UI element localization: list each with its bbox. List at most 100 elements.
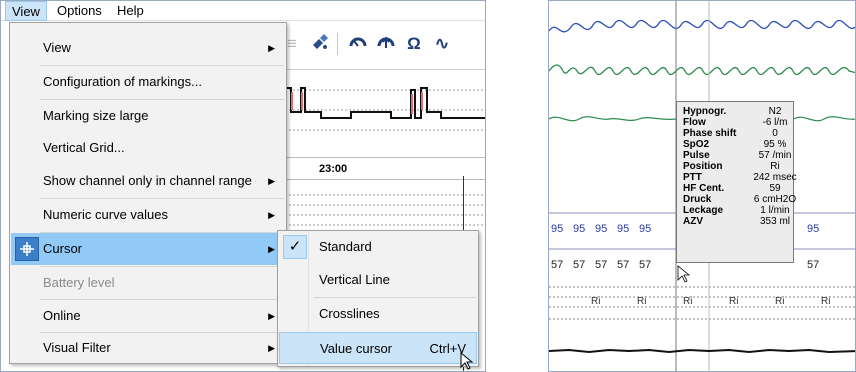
tooltip-row: Druck 6 cmH2O: [683, 194, 796, 205]
menu-item-label: Show channel only in channel range: [43, 173, 252, 188]
tooltip-value: 1 l/min: [760, 205, 790, 216]
tooltip-key: Leckage: [683, 205, 724, 216]
submenu-arrow-icon: ▶: [268, 43, 275, 53]
menu-help[interactable]: Help: [117, 3, 144, 18]
checkmark-icon: ✓: [283, 235, 307, 259]
submenu-item-value-cursor[interactable]: Value cursor Ctrl+V: [279, 332, 477, 364]
submenu-arrow-icon: ▶: [268, 244, 275, 254]
toolbar-separator: [337, 33, 338, 55]
tooltip-row: PTT 242 msec: [683, 172, 797, 183]
tooltip-key: Pulse: [683, 150, 710, 161]
spo2-value: 95: [573, 223, 586, 235]
tooltip-row: HF Cent. 59: [683, 183, 789, 194]
gauge-icon[interactable]: [347, 33, 369, 55]
position-label: Ri: [591, 296, 601, 307]
spo2-value: 95: [617, 223, 630, 235]
time-label: 23:00: [319, 163, 348, 175]
sine-wave-icon[interactable]: ∿: [434, 34, 450, 53]
tooltip-value: 242 msec: [753, 172, 797, 183]
menubar: View Options Help: [1, 1, 485, 21]
tooltip-value: 353 ml: [759, 216, 790, 227]
menu-item-label: Battery level: [43, 275, 115, 290]
menu-item-visual-filter[interactable]: Visual Filter ▶: [11, 332, 285, 364]
submenu-arrow-icon: ▶: [268, 210, 275, 220]
menu-item-battery-level: Battery level: [11, 267, 285, 299]
submenu-gutter: [308, 231, 309, 366]
tooltip-row: Flow -6 l/m: [683, 117, 789, 128]
menu-item-label: Vertical Grid...: [43, 140, 125, 155]
submenu-item-label: Vertical Line: [319, 272, 390, 287]
submenu-item-standard[interactable]: ✓ Standard: [279, 231, 477, 263]
position-label: Ri: [821, 296, 831, 307]
menu-item-show-channel-only[interactable]: Show channel only in channel range ▶: [11, 165, 285, 197]
position-label: Ri: [729, 296, 739, 307]
menu-item-label: Online: [43, 308, 81, 323]
menu-separator: [40, 299, 284, 300]
tooltip-value: Ri: [770, 161, 780, 172]
cursor-crosshair-icon: [15, 237, 39, 261]
pulse-values-row: 57 57 57 57 57: [551, 259, 661, 271]
pulse-value: 57: [551, 259, 564, 271]
pulse-value: 57: [573, 259, 586, 271]
menu-item-online[interactable]: Online ▶: [11, 300, 285, 332]
submenu-item-vertical-line[interactable]: Vertical Line: [279, 264, 477, 296]
position-label: Ri: [683, 296, 693, 307]
submenu-item-label: Standard: [319, 239, 372, 254]
menu-item-vertical-grid[interactable]: Vertical Grid...: [11, 132, 285, 164]
tooltip-key: PTT: [683, 172, 702, 183]
cursor-submenu: ✓ Standard Vertical Line Crosslines Valu…: [277, 230, 479, 367]
right-screenshot: 95 95 95 95 95 95 57 57 57 57 57 57 Ri Ri Ri Ri …: [548, 0, 856, 372]
menu-item-view[interactable]: View ▶: [11, 32, 285, 64]
tooltip-value: 0: [772, 128, 778, 139]
pulse-value: 57: [639, 259, 652, 271]
spo2-value-right: 95: [807, 223, 820, 235]
submenu-item-label: Value cursor: [320, 341, 393, 356]
toolbar: ≡ Ω ∿: [281, 25, 485, 61]
menu-item-label: Numeric curve values: [43, 207, 168, 222]
tooltip-key: SpO2: [683, 139, 710, 150]
tooltip-row: Hypnogr. N2: [683, 106, 789, 117]
signal-waveforms: [549, 1, 855, 371]
time-axis-top: [281, 157, 485, 158]
tooltip-value: 95 %: [763, 139, 787, 150]
menu-view[interactable]: View: [5, 1, 47, 21]
submenu-arrow-icon: ▶: [268, 176, 275, 186]
tooltip-value: -6 l/m: [762, 117, 788, 128]
left-screenshot: View Options Help ≡ Ω ∿: [0, 0, 486, 372]
gauge-up-icon[interactable]: [375, 33, 397, 55]
tooltip-key: Position: [683, 161, 723, 172]
menu-item-configuration-of-markings[interactable]: Configuration of markings...: [11, 66, 285, 98]
pulse-value-right: 57: [807, 259, 820, 271]
menu-separator: [40, 332, 284, 333]
mouse-pointer-icon: [460, 351, 474, 370]
menu-item-marking-size-large[interactable]: Marking size large: [11, 100, 285, 132]
menu-separator: [40, 266, 284, 267]
menu-item-label: Configuration of markings...: [43, 74, 202, 89]
tooltip-row: Phase shift 0: [683, 128, 789, 139]
menu-separator: [40, 65, 284, 66]
spo2-value: 95: [551, 223, 564, 235]
submenu-separator: [314, 297, 476, 298]
satellite-icon[interactable]: [309, 33, 331, 55]
tooltip-key: Flow: [683, 117, 706, 128]
menu-options[interactable]: Options: [57, 3, 102, 18]
value-cursor-tooltip: Hypnogr. N2 Flow -6 l/m Phase shift 0 SpO2 9…: [676, 101, 797, 263]
position-label: Ri: [637, 296, 647, 307]
menu-separator: [40, 232, 284, 233]
tooltip-row: Pulse 57 /min: [683, 150, 791, 161]
ohm-icon[interactable]: Ω: [407, 34, 421, 53]
time-axis-bottom: [281, 179, 485, 180]
view-dropdown-menu: View ▶ Configuration of markings... Mark…: [9, 22, 287, 364]
submenu-item-crosslines[interactable]: Crosslines: [279, 298, 477, 330]
tooltip-key: Hypnogr.: [683, 106, 727, 117]
tooltip-value: 59: [769, 183, 781, 194]
menu-item-label: Cursor: [43, 241, 83, 256]
tooltip-row: Position Ri: [683, 161, 789, 172]
menu-item-cursor[interactable]: Cursor ▶: [11, 233, 285, 265]
tooltip-key: Phase shift: [683, 128, 737, 139]
tooltip-row: Leckage 1 l/min: [683, 205, 790, 216]
disabled-tool-icon: ≡: [287, 34, 297, 53]
submenu-item-label: Crosslines: [319, 306, 380, 321]
menu-item-numeric-curve-values[interactable]: Numeric curve values ▶: [11, 199, 285, 231]
